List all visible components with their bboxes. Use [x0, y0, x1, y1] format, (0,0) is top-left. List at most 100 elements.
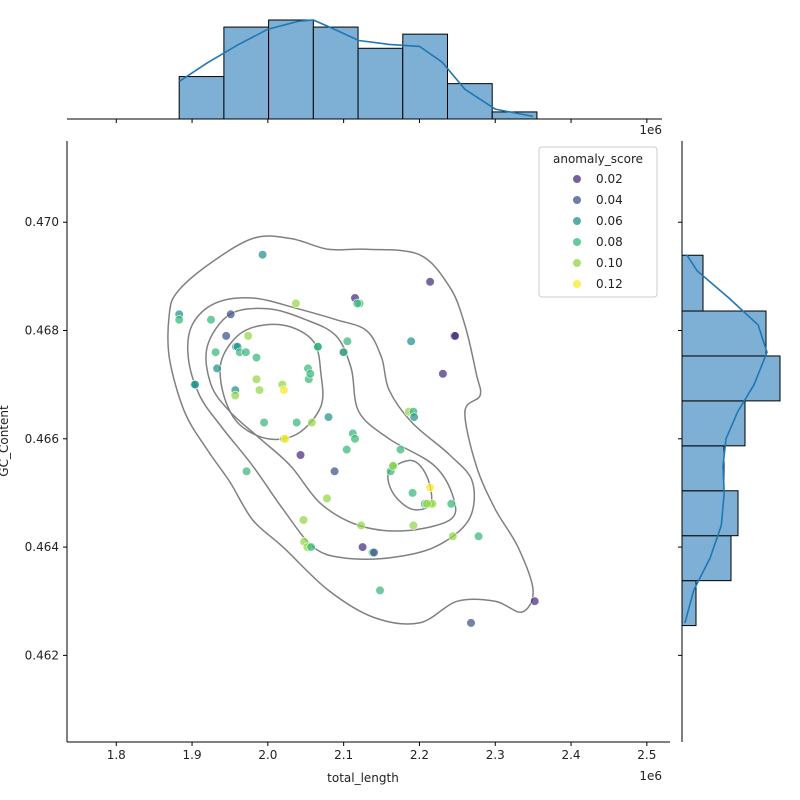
legend-label: 0.12	[596, 277, 623, 291]
x-hist-bar	[446, 83, 493, 120]
x-tick-label: 2.0	[258, 748, 277, 762]
scatter-point	[279, 385, 289, 395]
scatter-point	[352, 298, 362, 309]
y-histogram	[681, 254, 781, 627]
scatter-point	[206, 315, 216, 325]
scatter-point	[254, 385, 265, 395]
scatter-point	[409, 412, 419, 422]
x-histogram	[178, 19, 538, 120]
legend: anomaly_score 0.02 0.04 0.06 0.08 0.10 0.12	[538, 146, 658, 298]
legend-label: 0.02	[596, 172, 623, 186]
y-hist-bar	[681, 355, 781, 402]
y-axis-label: GC_Content	[0, 405, 11, 477]
x-hist-bar	[402, 33, 448, 120]
y-tick-label: 0.466	[25, 432, 59, 446]
legend-box	[538, 146, 658, 298]
scatter-point	[212, 363, 222, 374]
x-tick-label: 2.2	[410, 748, 429, 762]
scatter-point	[174, 315, 184, 325]
x-tick-label: 2.4	[561, 748, 580, 762]
y-hist-bar	[681, 445, 725, 492]
right-marginal	[678, 141, 781, 742]
scatter-point	[395, 445, 406, 455]
y-hist-bar	[681, 254, 704, 312]
scatter-point	[259, 417, 269, 428]
scatter-point	[474, 531, 484, 541]
right-marginal-ticks	[678, 221, 682, 656]
scatter-point	[530, 596, 540, 606]
scatter-point	[190, 380, 200, 390]
legend-marker	[572, 174, 582, 184]
x-axis-ticks: 1.8 1.9 2.0 2.1 2.2 2.3 2.4 2.5	[107, 742, 656, 762]
scatter-point	[305, 369, 315, 379]
legend-label: 0.06	[596, 214, 623, 228]
y-tick-label: 0.462	[25, 648, 59, 662]
scatter-point	[307, 417, 317, 428]
scatter-point	[358, 542, 368, 552]
x-kde-curve	[178, 19, 534, 118]
x-hist-bar	[268, 19, 314, 120]
top-marginal: 1e6	[67, 19, 662, 137]
kde-contours	[167, 235, 534, 625]
x-hist-bar	[178, 76, 225, 120]
x-tick-label: 2.5	[637, 748, 656, 762]
scatter-point	[243, 331, 253, 341]
scatter-point	[446, 499, 456, 509]
scatter-point	[375, 585, 385, 596]
y-hist-bar	[681, 400, 746, 447]
x-tick-label: 2.3	[486, 748, 505, 762]
legend-label: 0.08	[596, 235, 623, 249]
scatter-point	[369, 547, 379, 558]
y-tick-label: 0.464	[25, 540, 59, 554]
scatter-point	[388, 461, 398, 471]
x-hist-bar	[357, 47, 404, 120]
top-offset-label: 1e6	[639, 123, 662, 137]
scatter-point	[408, 488, 418, 498]
scatter-point	[221, 331, 231, 341]
scatter-point	[258, 250, 268, 260]
legend-marker	[572, 216, 582, 226]
scatter-point	[448, 531, 458, 541]
scatter-point	[322, 493, 332, 504]
scatter-point	[438, 369, 448, 379]
kde-contour-4	[219, 323, 324, 441]
scatter-point	[291, 298, 301, 309]
legend-label: 0.10	[596, 256, 623, 270]
y-hist-bar	[681, 490, 739, 537]
scatter-point	[450, 331, 460, 341]
scatter-point	[350, 434, 360, 444]
legend-title: anomaly_score	[553, 152, 643, 166]
x-tick-label: 1.9	[183, 748, 202, 762]
x-axis-label: total_length	[327, 771, 399, 785]
scatter-point	[422, 499, 432, 509]
x-tick-label: 1.8	[107, 748, 126, 762]
x-hist-bar	[491, 111, 538, 120]
legend-marker	[572, 279, 582, 289]
legend-marker	[572, 195, 582, 205]
y-tick-label: 0.470	[25, 215, 59, 229]
legend-label: 0.04	[596, 193, 623, 207]
y-hist-bar	[681, 310, 767, 357]
scatter-point	[280, 434, 290, 444]
scatter-point	[408, 520, 419, 531]
legend-entries: 0.02 0.04 0.06 0.08 0.10 0.12	[572, 172, 623, 291]
scatter-point	[292, 417, 302, 428]
top-marginal-ticks	[115, 119, 648, 123]
y-hist-bar	[681, 535, 732, 582]
x-hist-bar	[312, 26, 359, 120]
scatter-point	[251, 374, 262, 384]
kde-contour-2	[186, 297, 476, 560]
scatter-point	[298, 515, 309, 525]
scatter-point	[226, 309, 236, 319]
scatter-point	[251, 353, 262, 363]
main-axes: 1.8 1.9 2.0 2.1 2.2 2.3 2.4 2.5 0.462 0.464 0.466…	[0, 141, 670, 785]
legend-marker	[572, 237, 582, 247]
kde-contour-3	[205, 307, 457, 532]
kde-contour-1	[167, 235, 534, 625]
scatter-point	[356, 520, 366, 531]
scatter-point	[425, 482, 435, 493]
scatter-point	[295, 450, 306, 460]
scatter-point	[242, 466, 252, 476]
legend-marker	[572, 258, 582, 268]
